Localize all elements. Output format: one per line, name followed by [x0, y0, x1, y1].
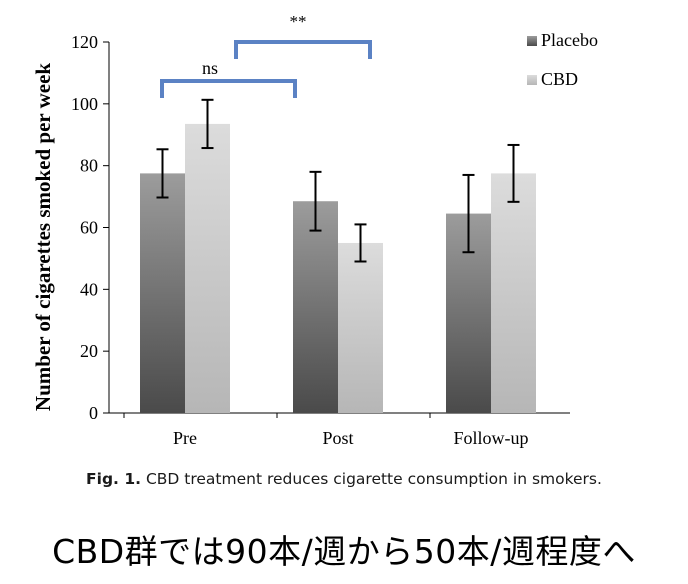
bar-cbd-post: [338, 242, 383, 413]
legend-label-cbd: CBD: [541, 69, 578, 89]
y-tick-label: 40: [80, 279, 98, 299]
figure-caption-text: CBD treatment reduces cigarette consumpt…: [145, 470, 602, 488]
bar-cbd-pre: [185, 123, 230, 413]
legend-label-placebo: Placebo: [541, 30, 598, 50]
bar-cbd-follow-up: [491, 173, 536, 413]
y-tick-label: 80: [80, 156, 98, 176]
bar-placebo-post: [293, 201, 338, 413]
y-tick-label: 20: [80, 341, 98, 361]
x-axis-tick-labels: Pre Post Follow-up: [123, 413, 529, 448]
legend-swatch-cbd: [527, 75, 537, 85]
bar-chart: Number of cigarettes smoked per week 0 20…: [31, 12, 598, 448]
summary-note: CBD群では90本/週から50本/週程度へ: [52, 532, 636, 571]
legend-swatch-placebo: [527, 36, 537, 46]
x-tick-label-post: Post: [322, 428, 353, 448]
legend: Placebo CBD: [527, 30, 598, 89]
x-tick-label-pre: Pre: [173, 428, 197, 448]
y-tick-label: 120: [71, 32, 98, 52]
significance-bracket-double-star: **: [234, 12, 372, 59]
y-axis-label: Number of cigarettes smoked per week: [31, 63, 55, 412]
significance-bracket-ns: ns: [160, 58, 297, 98]
figure-caption: Fig. 1. CBD treatment reduces cigarette …: [0, 470, 688, 488]
y-axis-ticks: 0 20 40 60 80 100 120: [71, 32, 109, 423]
bar-placebo-pre: [140, 173, 185, 413]
significance-label-double-star: **: [290, 12, 307, 31]
x-tick-label-follow-up: Follow-up: [453, 428, 528, 448]
y-tick-label: 0: [89, 403, 98, 423]
y-tick-label: 60: [80, 218, 98, 238]
significance-label-ns: ns: [202, 58, 218, 78]
bars-group: [140, 98, 536, 413]
y-tick-label: 100: [71, 94, 98, 114]
figure-caption-label: Fig. 1.: [86, 470, 142, 488]
